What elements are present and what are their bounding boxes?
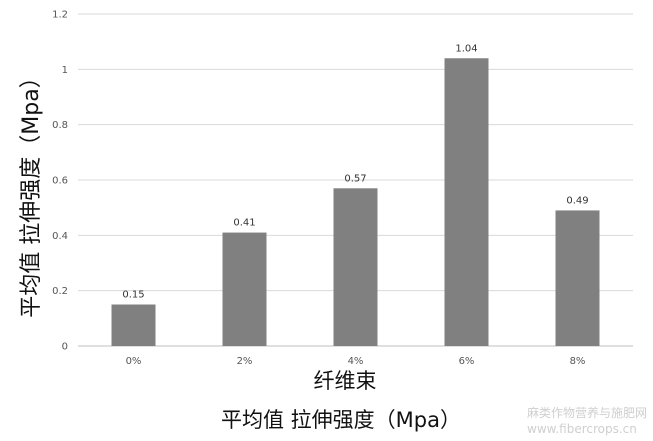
data-label: 1.04 <box>455 43 477 54</box>
bar-8% <box>555 210 600 346</box>
bars <box>111 58 600 347</box>
y-tick-label: 0.2 <box>52 286 68 297</box>
data-label: 0.57 <box>344 173 366 184</box>
watermark-line1: 麻类作物营养与施肥网 <box>527 405 647 420</box>
x-axis-ticks: 0% 2% 4% 6% 8% <box>126 356 586 367</box>
data-labels: 0.15 0.41 0.57 1.04 0.49 <box>122 43 588 300</box>
y-axis-label: 平均值 拉伸强度（Mpa） <box>19 66 44 317</box>
x-tick-label: 6% <box>459 356 475 367</box>
y-tick-label: 0.4 <box>52 231 68 242</box>
y-tick-label: 0.6 <box>52 176 68 187</box>
x-tick-label: 4% <box>348 356 364 367</box>
data-label: 0.15 <box>122 290 144 301</box>
y-tick-label: 1.2 <box>52 10 68 21</box>
y-tick-label: 0.8 <box>52 120 68 131</box>
bar-2% <box>222 232 267 346</box>
watermark-line2: www.fibercrops.cn <box>527 422 637 436</box>
x-tick-label: 8% <box>570 356 586 367</box>
bar-4% <box>333 188 378 346</box>
x-tick-label: 2% <box>237 356 253 367</box>
y-tick-label: 0 <box>62 342 68 353</box>
bar-0% <box>111 304 156 346</box>
x-axis-label: 纤维束 <box>314 369 377 393</box>
data-label: 0.49 <box>566 195 588 206</box>
bar-6% <box>444 58 489 347</box>
y-tick-label: 1 <box>62 65 68 76</box>
figure-caption: 平均值 拉伸强度（Mpa） <box>221 408 461 432</box>
data-label: 0.41 <box>233 218 255 229</box>
y-axis-ticks: 0 0.2 0.4 0.6 0.8 1 1.2 <box>52 10 68 353</box>
x-tick-label: 0% <box>126 356 142 367</box>
